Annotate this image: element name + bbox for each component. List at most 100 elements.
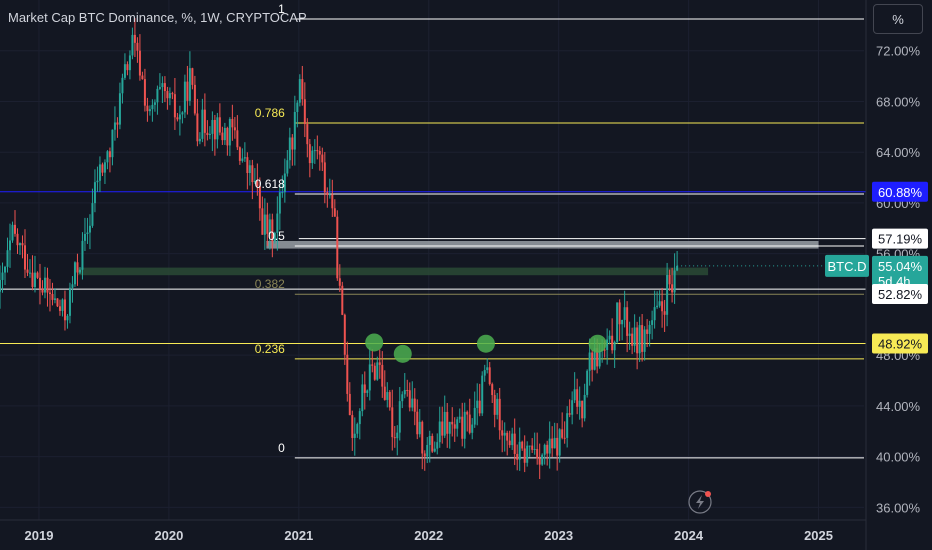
candle-body (448, 421, 451, 434)
highlight-zone (266, 240, 819, 249)
candle-body (13, 224, 16, 234)
candle-body (668, 274, 671, 285)
candle-body (131, 34, 134, 56)
candle-body (143, 79, 146, 106)
candle-body (123, 64, 126, 78)
candle-body (306, 124, 309, 145)
candle-body (308, 144, 311, 164)
candle-body (408, 390, 411, 408)
candle-body (651, 320, 654, 325)
markers-layer (365, 333, 607, 363)
candle-body (3, 266, 6, 273)
candle-body (103, 162, 106, 173)
candle-body (591, 352, 594, 370)
candle-body (433, 448, 436, 452)
percent-scale-button[interactable]: % (873, 4, 923, 34)
candle-body (238, 147, 241, 161)
candle-body (31, 272, 34, 287)
flash-icon[interactable] (688, 490, 712, 514)
candle-body (321, 154, 324, 163)
candle-body (211, 119, 214, 134)
candle-body (588, 352, 591, 371)
candle-body (611, 335, 614, 351)
candle-body (318, 151, 321, 155)
candle-body (213, 119, 216, 140)
candle-body (643, 329, 646, 352)
fib-labels-layer: 1 0.786 0.618 0.5 0.382 0.236 0 (255, 2, 285, 455)
candle-body (511, 433, 514, 446)
candle-body (121, 77, 124, 94)
candle-body (423, 453, 426, 457)
candle-body (93, 182, 96, 204)
candle-body (371, 364, 374, 366)
candle-body (188, 68, 191, 101)
candle-body (578, 400, 581, 407)
candle-body (338, 278, 341, 286)
candle-body (608, 335, 611, 340)
candle-body (223, 127, 226, 141)
candle-body (108, 151, 111, 158)
flash-icon-ring (688, 490, 712, 514)
candle-body (671, 284, 674, 293)
candle-body (196, 113, 199, 142)
x-axis[interactable]: 2019 2020 2021 2022 2023 2024 2025 (0, 519, 866, 543)
candle-body (151, 104, 154, 110)
candle-body (348, 393, 351, 416)
candle-body (656, 305, 659, 308)
candle-body (78, 269, 81, 273)
candle-body (11, 224, 14, 241)
x-tick-label: 2025 (804, 528, 833, 543)
candle-body (421, 421, 424, 454)
candle-body (388, 392, 391, 408)
candle-body (136, 42, 139, 51)
price-badge (872, 283, 928, 304)
candle-body (278, 192, 281, 214)
candle-body (398, 401, 401, 433)
candle-body (411, 398, 414, 408)
candles-layer (0, 18, 679, 480)
candle-body (346, 354, 349, 394)
candle-body (281, 192, 284, 194)
level-lines-layer (0, 18, 866, 459)
candle-body (631, 333, 634, 346)
candle-body (478, 400, 481, 414)
candle-body (636, 327, 639, 354)
candle-body (6, 250, 9, 267)
candle-body (431, 435, 434, 452)
candle-body (158, 87, 161, 89)
candle-body (453, 424, 456, 429)
candle-body (33, 272, 36, 287)
x-tick-label: 2022 (414, 528, 443, 543)
candle-body (0, 279, 1, 292)
candle-body (343, 314, 346, 355)
candle-body (536, 449, 539, 459)
x-tick-label: 2020 (154, 528, 183, 543)
candle-body (353, 433, 356, 438)
candle-body (548, 438, 551, 454)
candle-body (191, 68, 194, 85)
candle-body (456, 419, 459, 429)
candle-body (176, 117, 179, 120)
candle-body (598, 350, 601, 367)
zone-layer (77, 240, 819, 276)
price-badge-text: 48.92% (878, 336, 923, 351)
fib-level-label: 0 (278, 441, 285, 455)
candle-body (21, 243, 24, 246)
candle-body (391, 407, 394, 438)
support-marker-circle (588, 334, 607, 353)
candle-body (396, 432, 399, 439)
price-badge (872, 181, 928, 202)
candle-body (406, 390, 409, 392)
y-tick-label: 36.00% (876, 500, 921, 515)
candle-body (606, 339, 609, 350)
candle-body (183, 81, 186, 113)
candle-body (473, 407, 476, 425)
candle-body (623, 307, 626, 320)
symbol-badge (825, 254, 869, 277)
candle-body (603, 349, 606, 351)
symbol-badge-text: BTC.D (828, 259, 867, 274)
candle-body (168, 93, 171, 99)
